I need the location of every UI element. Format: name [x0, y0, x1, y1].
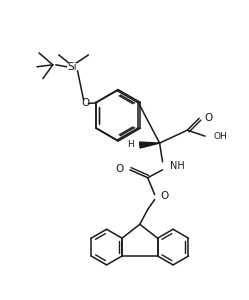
- Text: O: O: [81, 98, 90, 108]
- Text: O: O: [204, 113, 212, 123]
- Text: O: O: [161, 190, 169, 201]
- Text: OH: OH: [213, 132, 227, 141]
- Polygon shape: [139, 142, 160, 148]
- Text: NH: NH: [171, 161, 185, 171]
- Text: H: H: [127, 140, 134, 148]
- Text: Si: Si: [68, 62, 77, 72]
- Text: O: O: [116, 164, 124, 174]
